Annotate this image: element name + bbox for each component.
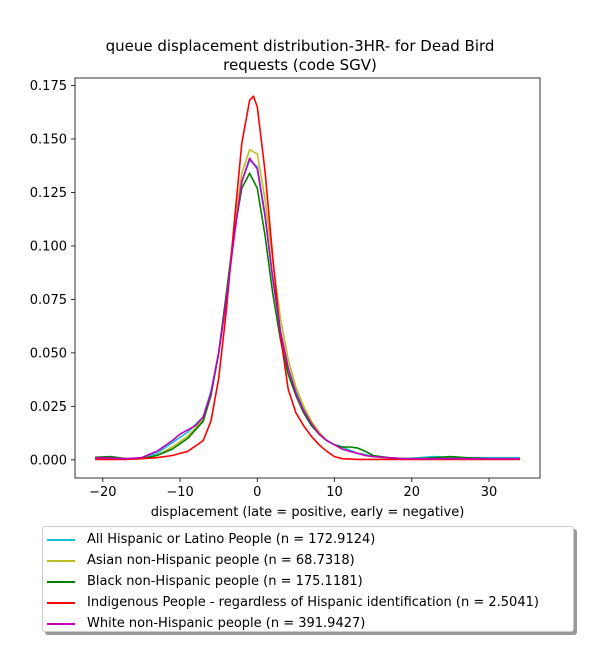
series-line — [95, 95, 520, 461]
legend-item: Black non-Hispanic people (n = 175.1181) — [43, 571, 573, 592]
x-tick-label: −10 — [166, 485, 193, 500]
y-tick-label: 0.175 — [30, 79, 67, 94]
legend-swatch — [47, 580, 75, 583]
x-tick-label: 30 — [481, 485, 498, 500]
legend-label: Asian non-Hispanic people (n = 68.7318) — [87, 553, 355, 568]
legend-label: White non-Hispanic people (n = 391.9427) — [87, 616, 366, 631]
y-tick-label: 0.125 — [30, 186, 67, 201]
chart-title: queue displacement distribution-3HR- for… — [105, 37, 495, 55]
x-tick-label: 20 — [404, 485, 421, 500]
x-tick-label: −20 — [89, 485, 116, 500]
x-tick-label: 0 — [253, 485, 261, 500]
y-tick-label: 0.025 — [30, 400, 67, 415]
x-tick-label: 10 — [326, 485, 343, 500]
legend-item: Indigenous People - regardless of Hispan… — [43, 592, 573, 613]
legend-swatch — [47, 559, 75, 562]
y-tick-label: 0.050 — [30, 346, 67, 361]
legend-item: White non-Hispanic people (n = 391.9427) — [43, 613, 573, 634]
chart-subtitle: requests (code SGV) — [223, 56, 377, 74]
legend-swatch — [47, 601, 75, 604]
legend-label: All Hispanic or Latino People (n = 172.9… — [87, 532, 376, 547]
legend-item: Asian non-Hispanic people (n = 68.7318) — [43, 550, 573, 571]
legend: All Hispanic or Latino People (n = 172.9… — [42, 526, 574, 632]
x-axis-label: displacement (late = positive, early = n… — [150, 505, 465, 520]
y-tick-label: 0.150 — [30, 132, 67, 147]
series-line — [95, 148, 520, 461]
legend-swatch — [47, 622, 75, 625]
legend-label: Black non-Hispanic people (n = 175.1181) — [87, 574, 363, 589]
plot-frame — [74, 77, 541, 479]
y-tick-label: 0.075 — [30, 293, 67, 308]
legend-label: Indigenous People - regardless of Hispan… — [87, 595, 539, 610]
legend-item: All Hispanic or Latino People (n = 172.9… — [43, 529, 573, 550]
y-tick-label: 0.100 — [30, 239, 67, 254]
series-line — [95, 157, 520, 460]
y-tick-label: 0.000 — [30, 453, 67, 468]
legend-swatch — [47, 538, 75, 541]
